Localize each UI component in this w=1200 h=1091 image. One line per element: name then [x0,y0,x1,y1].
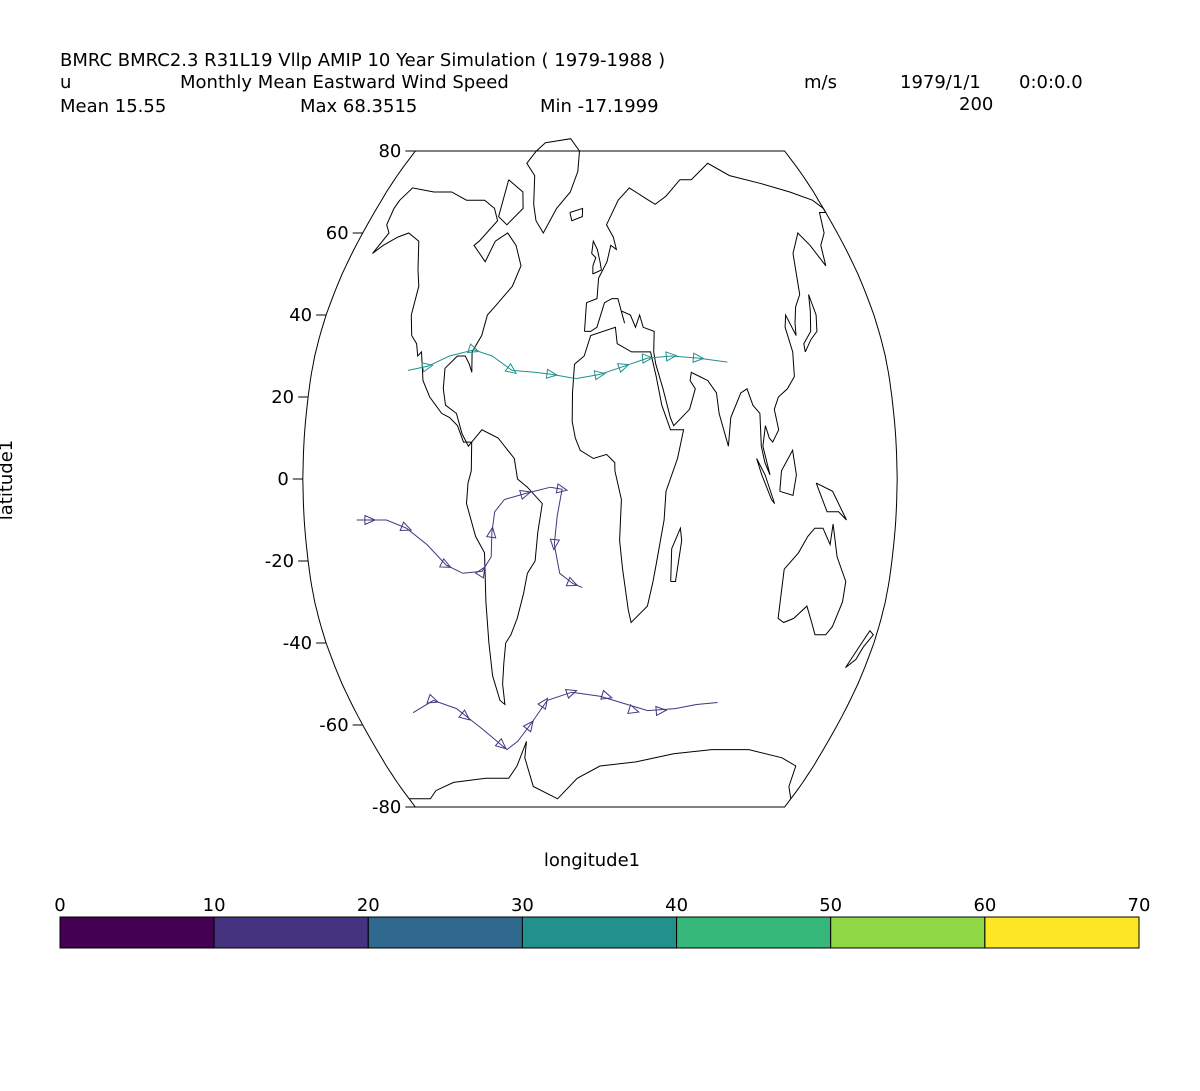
units-label: m/s [804,72,837,93]
coastline-madagascar [670,526,683,582]
lat-tick-label-80: 80 [378,141,401,162]
streamline-2-arrow-5 [485,526,497,539]
streamline-1-arrow-2 [467,343,480,354]
coastline-iceland [569,207,584,222]
coastline-eurasia [584,162,827,476]
streamline-2-arrow-7 [549,538,561,551]
x-axis-label: longitude1 [544,850,640,871]
plot-title: BMRC BMRC2.3 R31L19 Vllp AMIP 10 Year Si… [60,50,666,71]
streamline-3-arrow-4 [522,720,534,733]
streamline-3-arrow-7 [600,689,613,700]
streamline-3-arrow-2 [458,709,471,721]
coastline-uk [591,239,602,275]
lat-tick-label-0: 0 [277,469,288,490]
streamline-2-arrow-2 [399,521,413,532]
lat-tick-label-60: 60 [326,223,349,244]
streamline-3-arrow-5 [537,697,549,711]
streamline-3-arrow-3 [494,737,507,750]
colorbar-swatch-3 [367,916,523,949]
streamline-1-arrow-6 [616,363,630,374]
date-label: 1979/1/1 [900,72,981,93]
streamline-2 [356,486,583,589]
colorbar-tick-label-40: 40 [665,895,688,916]
level-label: 200 [959,94,994,115]
colorbar-tick-label-30: 30 [511,895,534,916]
streamline-3-arrow-9 [655,705,668,717]
colorbar-swatch-2 [213,916,369,949]
colorbar-swatch-7 [984,916,1140,949]
streamline-2-arrow-6 [519,489,532,500]
coastline-borneo [779,448,797,497]
colorbar-tick-label-10: 10 [203,895,226,916]
streamline-1-arrow-3 [504,362,518,375]
streamline-1-arrow-4 [545,368,559,379]
streamline-2-arrow-9 [555,483,569,494]
lat-tick-label--20: -20 [265,551,294,572]
colorbar-swatch-6 [830,916,986,949]
streamline-1-arrow-7 [641,353,654,364]
streamline-2-arrow-4 [474,566,486,579]
colorbar-swatch-5 [676,916,832,949]
lat-tick-label--40: -40 [283,633,312,654]
colorbar-tick-label-70: 70 [1128,895,1151,916]
streamline-1 [407,349,728,380]
coastline-baffin [498,179,524,226]
streamline-1-arrow-1 [421,362,434,373]
coastline-antarctica [409,741,797,800]
colorbar-swatch-4 [521,916,678,949]
coastline-new-guinea [815,482,847,521]
min-stat: Min -17.1999 [540,96,659,117]
colorbar-tick-label-50: 50 [819,895,842,916]
max-stat: Max 68.3515 [300,96,418,117]
lat-tick-label--80: -80 [372,797,401,818]
variable-long-name: Monthly Mean Eastward Wind Speed [180,72,509,93]
streamline-2-arrow-3 [438,557,452,568]
coastline-new-zealand [845,629,874,668]
streamline-3-arrow-1 [426,693,440,704]
colorbar-swatch-1 [59,916,215,949]
coastline-australia [777,524,847,636]
colorbar: 0 10 20 30 40 50 60 70 [54,895,1151,949]
streamline-2-arrow-8 [565,576,579,587]
streamlines [356,343,728,751]
y-axis-label: latitude1 [0,440,17,521]
streamline-1-arrow-5 [593,370,607,381]
coastline-africa [571,326,685,624]
colorbar-tick-label-20: 20 [357,895,380,916]
colorbar-tick-label-0: 0 [54,895,65,916]
mean-stat: Mean 15.55 [60,96,167,117]
coastline-south-america [465,429,543,706]
lat-tick-label-40: 40 [289,305,312,326]
streamline-3 [412,691,718,751]
streamline-1-arrow-8 [665,351,678,362]
coastline-north-america [372,187,522,448]
latitude-axis: 80 60 40 20 0 -20 -40 -60 -80 [265,141,416,818]
coastline-sumatra [756,458,776,504]
variable-name: u [60,72,72,93]
lat-tick-label-20: 20 [271,387,294,408]
streamline-2-arrow-1 [364,514,377,526]
colorbar-tick-label-60: 60 [973,895,996,916]
streamline-3-arrow-8 [627,703,640,715]
streamline-3-arrow-6 [564,688,578,699]
streamline-1-arrow-9 [692,352,705,363]
lat-tick-label--60: -60 [319,715,348,736]
map-boundary [302,150,898,808]
time-label: 0:0:0.0 [1019,72,1083,93]
coastline-japan [803,294,818,353]
coastlines [372,138,874,800]
